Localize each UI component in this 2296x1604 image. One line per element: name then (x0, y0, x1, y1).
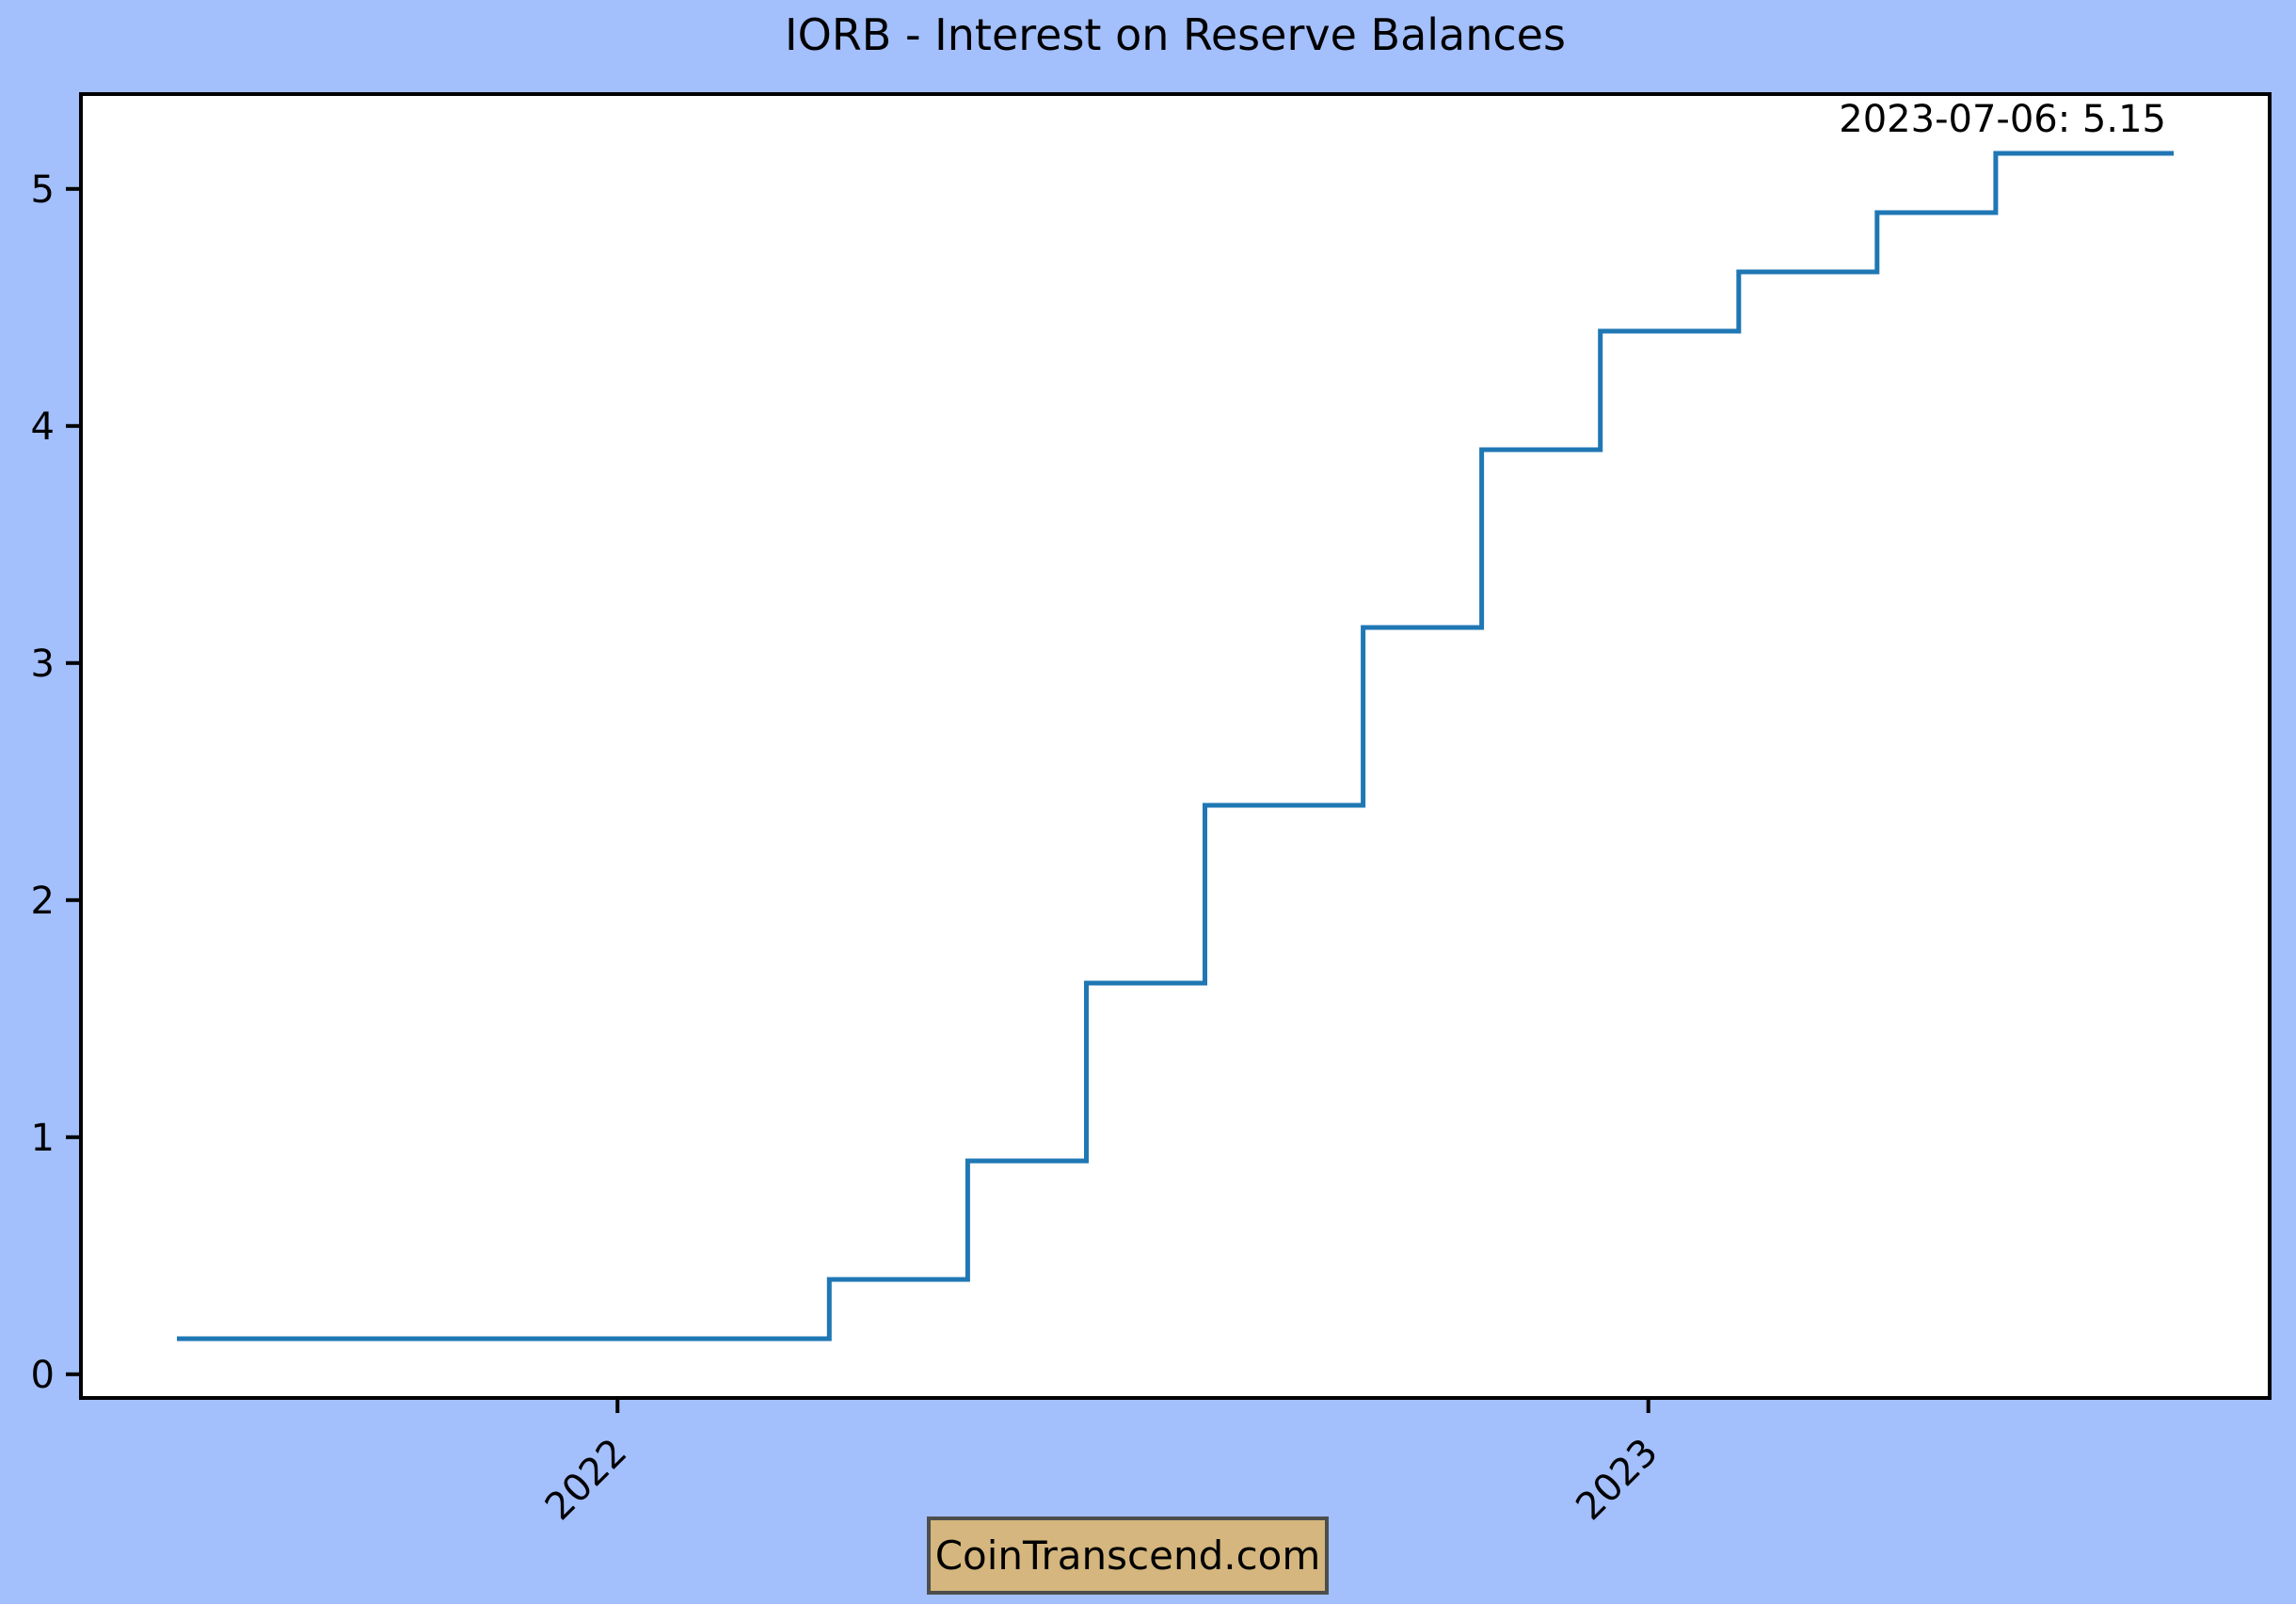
plot-area (79, 92, 2272, 1400)
x-tick-label: 2023 (1568, 1431, 1666, 1530)
watermark-badge: CoinTranscend.com (927, 1517, 1329, 1595)
y-tick-label: 1 (31, 1117, 55, 1160)
x-tick-label: 2022 (537, 1431, 636, 1530)
iorb-step-line (177, 151, 2174, 1342)
last-value-annotation: 2023-07-06: 5.15 (1839, 98, 2166, 141)
chart-title: IORB - Interest on Reserve Balances (785, 9, 1566, 60)
y-tick-label: 2 (31, 880, 55, 923)
y-tick-label: 3 (31, 643, 55, 686)
y-tick-label: 5 (31, 168, 55, 212)
watermark-label: CoinTranscend.com (934, 1533, 1321, 1579)
y-tick-label: 0 (31, 1354, 55, 1397)
y-tick-label: 4 (31, 405, 55, 449)
